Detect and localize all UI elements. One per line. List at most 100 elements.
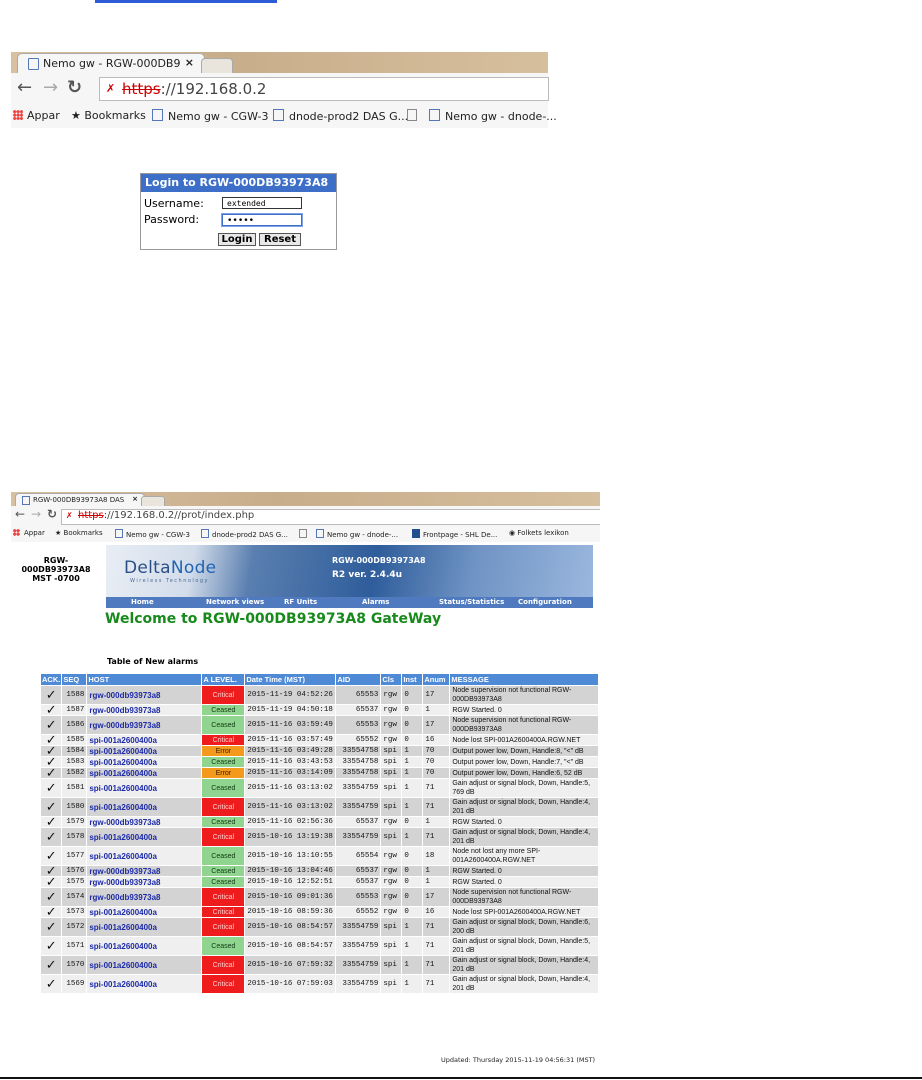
host-link[interactable]: rgw-000db93973a8	[86, 887, 203, 907]
reload-icon[interactable]: ↻	[67, 77, 83, 98]
ack-checkmark-icon[interactable]: ✓	[39, 685, 63, 705]
host-link[interactable]: rgw-000db93973a8	[86, 715, 203, 735]
seq-cell: 1578	[61, 827, 88, 847]
host-link[interactable]: spi-001a2600400a	[86, 745, 203, 757]
password-field[interactable]: •••••	[222, 214, 302, 226]
col-datetime[interactable]: Date Time (MST)	[244, 673, 337, 686]
ack-checkmark-icon[interactable]: ✓	[39, 936, 63, 956]
host-link[interactable]: spi-001a2600400a	[86, 778, 203, 798]
col-host[interactable]: HOST	[86, 673, 203, 686]
new-tab-button[interactable]	[201, 58, 233, 73]
anum-cell: 16	[422, 906, 451, 918]
browser-tab[interactable]: RGW-000DB93973A8 DAS ×	[15, 493, 145, 507]
host-link[interactable]: spi-001a2600400a	[86, 955, 203, 975]
host-link[interactable]: spi-001a2600400a	[86, 734, 203, 746]
aid-cell: 33554759	[335, 827, 382, 847]
bookmark-frontpage[interactable]: Frontpage - SHL De...	[412, 529, 497, 539]
host-link[interactable]: spi-001a2600400a	[86, 797, 203, 817]
ack-checkmark-icon[interactable]: ✓	[39, 797, 63, 817]
ack-checkmark-icon[interactable]: ✓	[39, 704, 63, 717]
ack-checkmark-icon[interactable]: ✓	[39, 876, 63, 889]
cls-cell: rgw	[380, 685, 403, 705]
bookmark-dnode-prod2[interactable]: dnode-prod2 DAS G...	[201, 529, 288, 539]
seq-cell: 1586	[61, 715, 88, 735]
ack-checkmark-icon[interactable]: ✓	[39, 734, 63, 747]
new-tab-button[interactable]	[141, 496, 165, 507]
ack-checkmark-icon[interactable]: ✓	[39, 906, 63, 919]
col-seq[interactable]: SEQ	[61, 673, 88, 686]
host-link[interactable]: spi-001a2600400a	[86, 974, 203, 994]
bookmark-blank[interactable]	[299, 529, 307, 539]
menu-rf-units[interactable]: RF Units	[284, 598, 318, 606]
close-icon[interactable]: ×	[132, 495, 138, 503]
bookmark-bookmarks[interactable]: ★ Bookmarks	[71, 109, 146, 122]
forward-arrow-icon[interactable]: →	[31, 507, 42, 521]
bookmark-blank[interactable]	[407, 109, 417, 123]
col-cls[interactable]: Cls	[380, 673, 403, 686]
host-link[interactable]: rgw-000db93973a8	[86, 865, 203, 877]
bookmark-apps[interactable]: Appar	[13, 109, 60, 122]
table-row: ✓ 1575 rgw-000db93973a8 Ceased 2015-10-16 12…	[39, 876, 599, 889]
table-row: ✓ 1574 rgw-000db93973a8 Critical 2015-10-16 …	[39, 887, 599, 907]
host-link[interactable]: rgw-000db93973a8	[86, 816, 203, 828]
star-icon: ★	[55, 529, 64, 537]
col-level[interactable]: A LEVEL.	[201, 673, 246, 686]
login-button[interactable]: Login	[218, 233, 256, 246]
bookmark-nemo-cgw3[interactable]: Nemo gw - CGW-3	[115, 529, 190, 539]
menu-network-views[interactable]: Network views	[206, 598, 265, 606]
ack-checkmark-icon[interactable]: ✓	[39, 846, 63, 866]
inst-cell: 0	[401, 685, 424, 705]
col-ack[interactable]: ACK.	[39, 673, 63, 686]
menu-home[interactable]: Home	[131, 598, 154, 606]
host-link[interactable]: spi-001a2600400a	[86, 846, 203, 866]
menu-alarms[interactable]: Alarms	[362, 598, 390, 606]
forward-arrow-icon[interactable]: →	[43, 77, 59, 98]
message-cell: Gain adjust or signal block, Down, Handl…	[449, 917, 599, 937]
back-arrow-icon[interactable]: ←	[17, 77, 33, 98]
bookmark-dnode-prod2[interactable]: dnode-prod2 DAS G...	[273, 109, 408, 123]
host-link[interactable]: spi-001a2600400a	[86, 936, 203, 956]
ack-checkmark-icon[interactable]: ✓	[39, 955, 63, 975]
ack-checkmark-icon[interactable]: ✓	[39, 827, 63, 847]
seq-cell: 1576	[61, 865, 88, 877]
col-message[interactable]: MESSAGE	[449, 673, 599, 686]
ack-checkmark-icon[interactable]: ✓	[39, 816, 63, 829]
browser-tab[interactable]: Nemo gw - RGW-000DB9 ×	[17, 53, 205, 74]
bookmark-bookmarks[interactable]: ★ Bookmarks	[55, 529, 103, 537]
ack-checkmark-icon[interactable]: ✓	[39, 917, 63, 937]
ack-checkmark-icon[interactable]: ✓	[39, 715, 63, 735]
bookmark-folkets-lexikon[interactable]: ◉ Folkets lexikon	[509, 529, 569, 537]
host-link[interactable]: spi-001a2600400a	[86, 756, 203, 768]
ack-checkmark-icon[interactable]: ✓	[39, 778, 63, 798]
ack-checkmark-icon[interactable]: ✓	[39, 974, 63, 994]
host-link[interactable]: rgw-000db93973a8	[86, 876, 203, 888]
host-link[interactable]: rgw-000db93973a8	[86, 704, 203, 716]
bookmark-nemo-cgw3[interactable]: Nemo gw - CGW-3	[152, 109, 268, 123]
inst-cell: 0	[401, 887, 424, 907]
host-link[interactable]: spi-001a2600400a	[86, 906, 203, 918]
ack-checkmark-icon[interactable]: ✓	[39, 767, 63, 780]
host-link[interactable]: spi-001a2600400a	[86, 827, 203, 847]
col-inst[interactable]: Inst	[401, 673, 424, 686]
alarm-level-badge: Critical	[201, 906, 246, 918]
menu-configuration[interactable]: Configuration	[518, 598, 572, 606]
address-bar[interactable]: ✗ https://192.168.0.2//prot/index.php	[61, 509, 600, 525]
host-link[interactable]: spi-001a2600400a	[86, 767, 203, 779]
bookmark-nemo-dnode[interactable]: Nemo gw - dnode-...	[316, 529, 398, 539]
menu-status-statistics[interactable]: Status/Statistics	[439, 598, 505, 606]
host-link[interactable]: spi-001a2600400a	[86, 917, 203, 937]
ack-checkmark-icon[interactable]: ✓	[39, 887, 63, 907]
col-aid[interactable]: AID	[335, 673, 382, 686]
seq-cell: 1577	[61, 846, 88, 866]
address-bar[interactable]: ✗ https://192.168.0.2	[99, 77, 549, 101]
close-icon[interactable]: ×	[184, 56, 194, 69]
host-link[interactable]: rgw-000db93973a8	[86, 685, 203, 705]
bookmark-apps[interactable]: Appar	[13, 529, 45, 537]
bookmark-nemo-dnode[interactable]: Nemo gw - dnode-...	[429, 109, 557, 123]
seq-cell: 1587	[61, 704, 88, 716]
reload-icon[interactable]: ↻	[47, 507, 58, 521]
username-field[interactable]: extended	[222, 197, 302, 209]
back-arrow-icon[interactable]: ←	[15, 507, 26, 521]
reset-button[interactable]: Reset	[259, 233, 301, 246]
col-anum[interactable]: Anum	[422, 673, 451, 686]
